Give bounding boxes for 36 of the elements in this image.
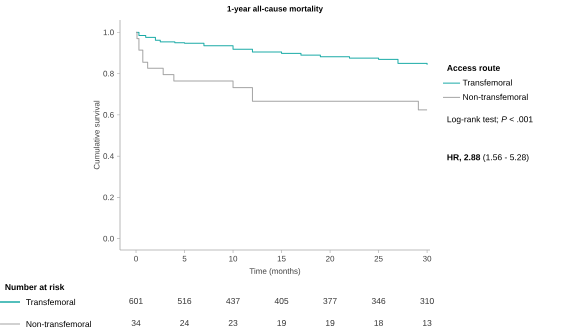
- data-label: 405: [274, 298, 288, 304]
- chart-title: 1-year all-cause mortality: [227, 6, 323, 14]
- y-tick-label: 0.8: [103, 70, 114, 76]
- data-label: 346: [372, 298, 386, 304]
- y-tick-label: 0.4: [103, 153, 114, 159]
- y-tick-label: 0.6: [103, 112, 114, 118]
- y-tick-label: 0.2: [103, 194, 114, 200]
- data-label: 19: [326, 320, 334, 326]
- data-label: 19: [277, 320, 286, 326]
- y-tick-label: 0.0: [103, 236, 114, 242]
- data-label: 23: [228, 320, 238, 326]
- text: Log-rank test; P < .001: [448, 116, 533, 124]
- text: HR, 2.88 (1.56 - 5.28): [447, 154, 529, 162]
- x-tick-label: 5: [182, 256, 186, 262]
- x-tick-label: 15: [278, 256, 286, 262]
- legend-label: Transfemoral: [462, 79, 512, 86]
- x-tick-label: 10: [229, 256, 238, 262]
- x-tick-label: 0: [134, 256, 138, 262]
- y-tick-label: 1.0: [104, 30, 114, 36]
- x-axis-title: Time (months): [250, 268, 300, 276]
- legend-label: Non-transfemoral: [463, 94, 528, 100]
- legend-title: Access route: [447, 65, 500, 71]
- x-tick-label: 25: [374, 256, 383, 262]
- text: Number at risk: [5, 284, 64, 290]
- x-tick-label: 20: [326, 256, 334, 262]
- data-label: 437: [226, 298, 240, 304]
- data-label: 377: [323, 298, 337, 304]
- data-label: 516: [178, 298, 192, 304]
- y-axis-title: Cumulative survival: [94, 100, 100, 170]
- data-label: 34: [132, 320, 140, 326]
- data-label: 13: [423, 320, 432, 326]
- x-tick-label: 30: [422, 256, 432, 262]
- data-label: 310: [420, 298, 434, 304]
- data-label: 601: [129, 298, 143, 304]
- data-label: 18: [374, 320, 383, 326]
- data-label: 24: [180, 320, 190, 326]
